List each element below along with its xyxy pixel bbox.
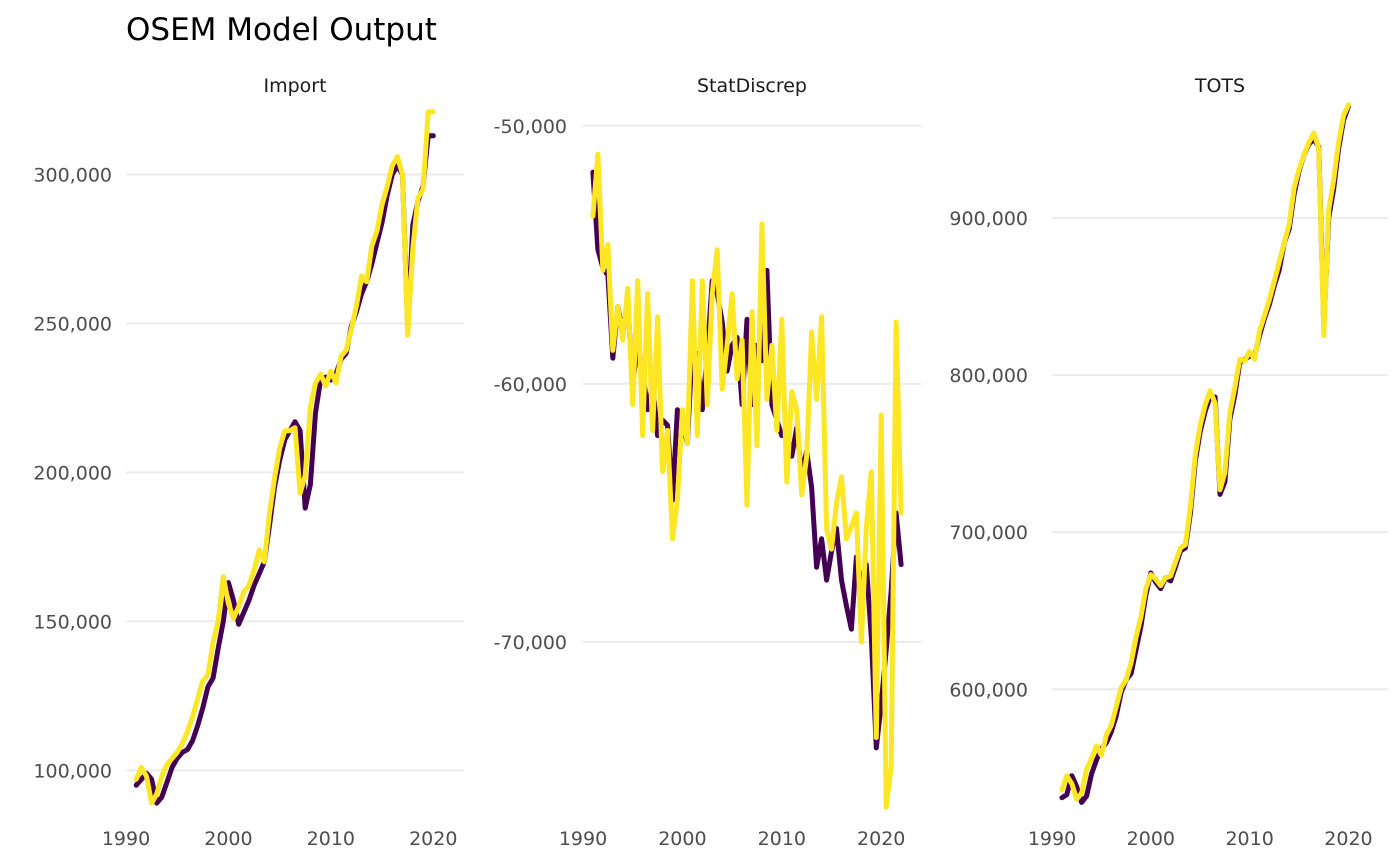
statdiscrep-x-tick-label: 2010: [758, 828, 806, 850]
tots-y-tick-label: 800,000: [949, 365, 1028, 387]
statdiscrep-y-tick-label: -50,000: [494, 116, 567, 138]
tots-x-tick-label: 2020: [1324, 828, 1372, 850]
tots-y-tick-label: 700,000: [949, 522, 1028, 544]
statdiscrep-y-tick-label: -70,000: [494, 632, 567, 654]
panel-import: Import 100,000 150,000 200,000 250,000 300,0…: [33, 75, 464, 850]
statdiscrep-x-tick-label: 2000: [658, 828, 706, 850]
import-series-line-actual: [133, 133, 436, 806]
statdiscrep-series-line-fitted: [590, 151, 904, 810]
panel-tots: TOTS 600,000 700,000 800,000 900,000 1990 200…: [949, 75, 1388, 850]
tots-y-tick-label: 600,000: [949, 679, 1028, 701]
tots-series-line-fitted: [1059, 102, 1351, 802]
tots-x-tick-label: 2000: [1127, 828, 1175, 850]
import-y-tick-label: 300,000: [33, 164, 112, 186]
statdiscrep-y-tick-label: -60,000: [494, 374, 567, 396]
tots-x-tick-label: 2010: [1225, 828, 1273, 850]
tots-y-tick-label: 900,000: [949, 208, 1028, 230]
import-y-tick-label: 150,000: [33, 611, 112, 633]
tots-x-tick-label: 1990: [1028, 828, 1076, 850]
import-series-line-fitted: [133, 109, 436, 806]
strip-label-import: Import: [263, 75, 326, 97]
statdiscrep-x-tick-label: 1990: [559, 828, 607, 850]
strip-label-statdiscrep: StatDiscrep: [697, 75, 807, 97]
import-x-tick-label: 2010: [307, 828, 355, 850]
import-x-tick-label: 1990: [102, 828, 150, 850]
tots-series-line-actual: [1059, 103, 1351, 805]
chart-title: OSEM Model Output: [126, 12, 437, 48]
import-x-tick-label: 2000: [204, 828, 252, 850]
import-y-tick-label: 250,000: [33, 313, 112, 335]
import-x-tick-label: 2020: [409, 828, 457, 850]
statdiscrep-x-tick-label: 2020: [857, 828, 905, 850]
panel-statdiscrep: StatDiscrep -50,000 -60,000 -70,000 1990 200…: [494, 75, 921, 850]
import-y-tick-label: 200,000: [33, 462, 112, 484]
strip-label-tots: TOTS: [1194, 75, 1245, 97]
import-y-tick-label: 100,000: [33, 760, 112, 782]
